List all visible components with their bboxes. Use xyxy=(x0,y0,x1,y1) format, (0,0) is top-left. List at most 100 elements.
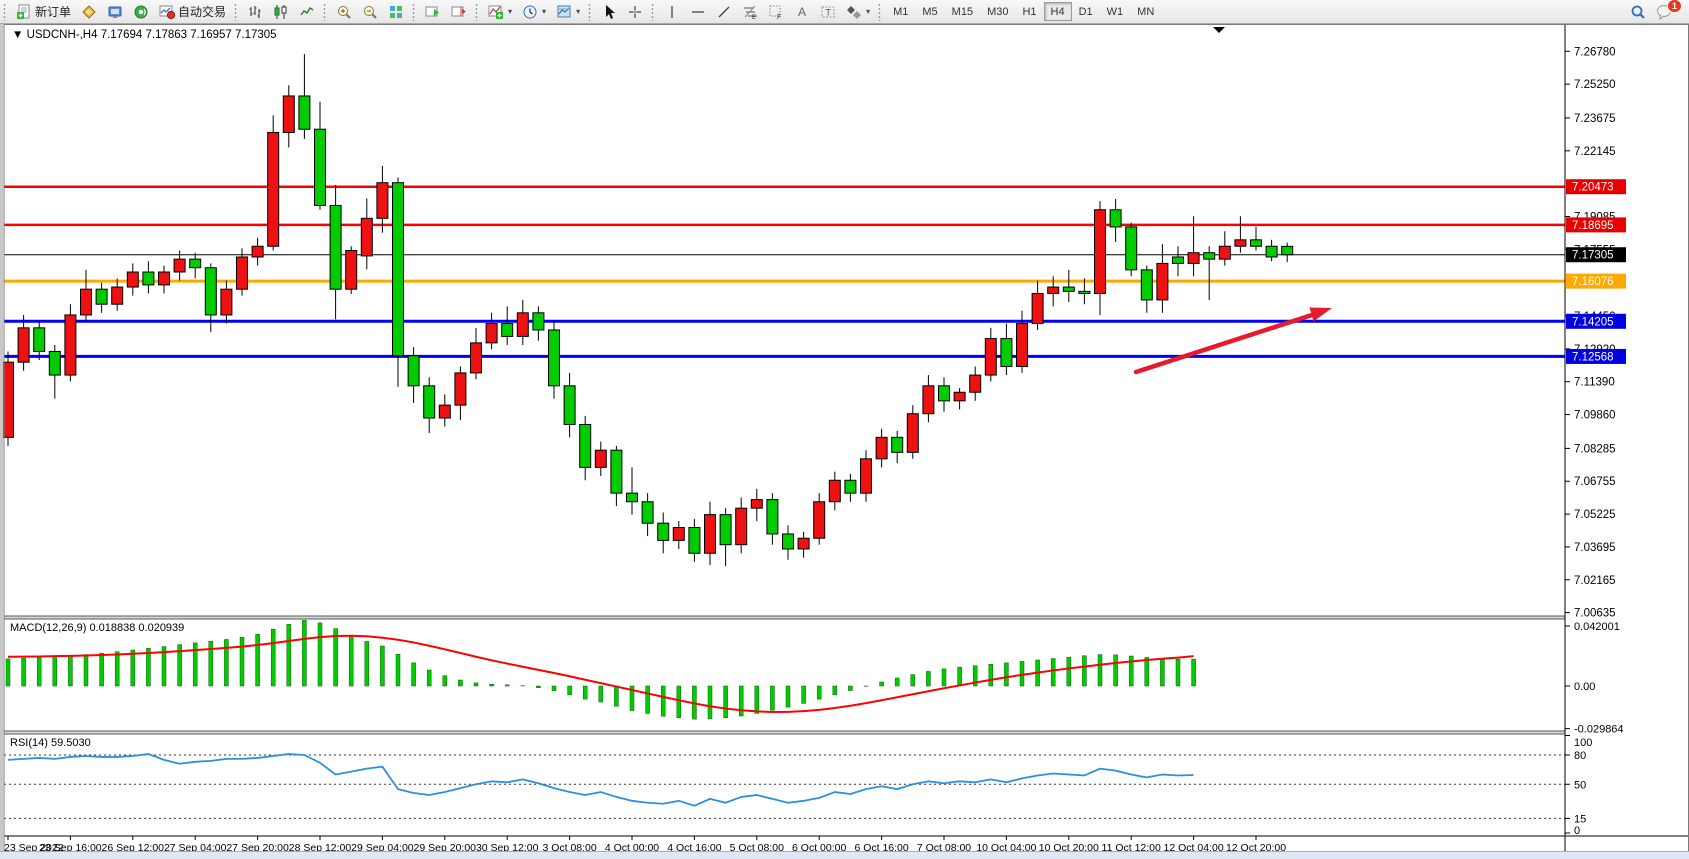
auto-scroll-icon xyxy=(425,4,441,20)
toolbar-trendline-button[interactable] xyxy=(712,2,736,21)
rsi-tick-label: 80 xyxy=(1574,750,1586,762)
price-tick-label: 7.26780 xyxy=(1574,46,1616,58)
toolbar-publisher-button[interactable] xyxy=(103,2,127,21)
vertical-line-icon xyxy=(664,4,680,20)
toolbar-new-order-button[interactable]: 新订单 xyxy=(12,2,75,21)
templates-dropdown-arrow-icon[interactable]: ▾ xyxy=(576,7,581,16)
horizontal-line-icon xyxy=(690,4,706,20)
candlestick-chart-icon xyxy=(273,4,289,20)
svg-text:T: T xyxy=(826,7,832,17)
macd-tick-label: 0.00 xyxy=(1574,681,1595,693)
line-chart-icon xyxy=(299,4,315,20)
toolbar-signals-button[interactable] xyxy=(129,2,153,21)
toolbar-zoom-in-button[interactable] xyxy=(332,2,356,21)
timeframe-h4-button[interactable]: H4 xyxy=(1043,2,1072,21)
notification-badge: 1 xyxy=(1666,0,1682,13)
price-tick-label: 7.25250 xyxy=(1574,79,1616,91)
macd-tick-label: 0.042001 xyxy=(1574,621,1620,633)
toolbar-horizontal-line-button[interactable] xyxy=(686,2,710,21)
signals-icon xyxy=(133,4,149,20)
indicators-icon xyxy=(488,4,504,20)
toolbar-zoom-out-button[interactable] xyxy=(358,2,382,21)
timeframe-m30-button[interactable]: M30 xyxy=(987,5,1009,18)
timeframe-d1-button[interactable]: D1 xyxy=(1078,5,1093,18)
toolbar-indicators-button[interactable]: ▾ xyxy=(484,2,516,21)
toolbar-group-handle xyxy=(651,2,657,21)
toolbar-shapes-button[interactable]: ▾ xyxy=(842,2,874,21)
rsi-tick-label: 0 xyxy=(1574,825,1580,837)
publisher-icon xyxy=(107,4,123,20)
toolbar-cursor-button[interactable] xyxy=(597,2,621,21)
periods-dropdown-arrow-icon[interactable]: ▾ xyxy=(542,7,547,16)
toolbar-templates-button[interactable]: ▾ xyxy=(552,2,584,21)
price-tick-label: 7.05225 xyxy=(1574,509,1616,521)
toolbar-tile-windows-button[interactable] xyxy=(384,2,408,21)
toolbar: 新订单 自动交易 ▾ ▾ ▾ E F A T ▾ M1 M5 M15 M30 H1 H4 D1 W1 MN 1 xyxy=(0,0,1689,24)
timeframe-mn-button[interactable]: MN xyxy=(1137,5,1155,18)
price-badge-label: 7.18695 xyxy=(1572,220,1614,232)
toolbar-group-handle xyxy=(588,2,594,21)
pane-splitter[interactable] xyxy=(4,731,1565,734)
price-badge xyxy=(1566,273,1626,289)
timeframe-w1-button[interactable]: W1 xyxy=(1106,5,1124,18)
svg-text:E: E xyxy=(752,15,756,20)
price-badge xyxy=(1566,247,1626,263)
rsi-tick-label: 15 xyxy=(1574,813,1586,825)
grid-icon: F xyxy=(768,4,784,20)
macd-tick-label: -0.029864 xyxy=(1574,724,1624,736)
toolbar-group-handle xyxy=(878,2,884,21)
bar-chart-icon xyxy=(247,4,263,20)
text-label-icon: T xyxy=(820,4,836,20)
timeframe-m15-button[interactable]: M15 xyxy=(951,5,974,18)
timeframe-m1-button[interactable]: M1 xyxy=(893,5,909,18)
toolbar-vertical-line-button[interactable] xyxy=(660,2,684,21)
toolbar-text-label-button[interactable]: T xyxy=(816,2,840,21)
toolbar-gold-button[interactable] xyxy=(77,2,101,21)
price-badge xyxy=(1566,217,1626,233)
gold-icon xyxy=(81,4,97,20)
chart-window[interactable]: 7.267807.252507.236757.221457.190857.175… xyxy=(0,24,1689,854)
toolbar-auto-scroll-button[interactable] xyxy=(421,2,445,21)
toolbar-grid-button[interactable]: F xyxy=(764,2,788,21)
price-chart-canvas[interactable]: 7.267807.252507.236757.221457.190857.175… xyxy=(0,24,1689,854)
toolbar-bar-chart-button[interactable] xyxy=(243,2,267,21)
price-badge-label: 7.12568 xyxy=(1572,351,1614,363)
toolbar-text-button[interactable]: A xyxy=(790,2,814,21)
pane-splitter[interactable] xyxy=(4,616,1565,619)
trendline-icon xyxy=(716,4,732,20)
fibonacci-icon: E xyxy=(742,4,758,20)
price-tick-label: 7.11390 xyxy=(1574,377,1615,389)
toolbar-search-button[interactable] xyxy=(1626,2,1650,21)
toolbar-candlestick-chart-button[interactable] xyxy=(269,2,293,21)
toolbar-new-order-label: 新订单 xyxy=(35,5,72,19)
crosshair-icon xyxy=(627,4,643,20)
trend-arrow-line[interactable] xyxy=(1133,311,1318,375)
price-badge xyxy=(1566,348,1626,364)
rsi-tick-label: 50 xyxy=(1574,779,1586,791)
search-icon xyxy=(1630,4,1646,20)
toolbar-autotrading-button[interactable]: 自动交易 xyxy=(155,2,230,21)
macd-label: MACD(12,26,9) 0.018838 0.020939 xyxy=(10,622,184,634)
price-tick-label: 7.08285 xyxy=(1574,443,1616,455)
toolbar-chat-button[interactable]: 1 xyxy=(1652,0,1682,21)
indicators-dropdown-arrow-icon[interactable]: ▾ xyxy=(508,7,513,16)
toolbar-group-handle xyxy=(323,2,329,21)
chart-shift-marker[interactable] xyxy=(1213,27,1225,33)
timeframe-h1-button[interactable]: H1 xyxy=(1022,5,1037,18)
price-tick-label: 7.09860 xyxy=(1574,410,1616,422)
price-badge-label: 7.17305 xyxy=(1572,250,1614,262)
toolbar-line-chart-button[interactable] xyxy=(295,2,319,21)
trend-arrow-head[interactable] xyxy=(1309,307,1333,322)
toolbar-periods-button[interactable]: ▾ xyxy=(518,2,550,21)
toolbar-chart-shift-button[interactable] xyxy=(447,2,471,21)
toolbar-group-handle xyxy=(475,2,481,21)
toolbar-crosshair-button[interactable] xyxy=(623,2,647,21)
timeframe-m5-button[interactable]: M5 xyxy=(922,5,938,18)
autotrading-icon xyxy=(159,4,176,20)
shapes-dropdown-arrow-icon[interactable]: ▾ xyxy=(866,7,871,16)
price-tick-label: 7.03695 xyxy=(1574,542,1616,554)
toolbar-fibonacci-button[interactable]: E xyxy=(738,2,762,21)
toolbar-autotrading-label: 自动交易 xyxy=(178,5,227,19)
candles xyxy=(2,54,1294,567)
